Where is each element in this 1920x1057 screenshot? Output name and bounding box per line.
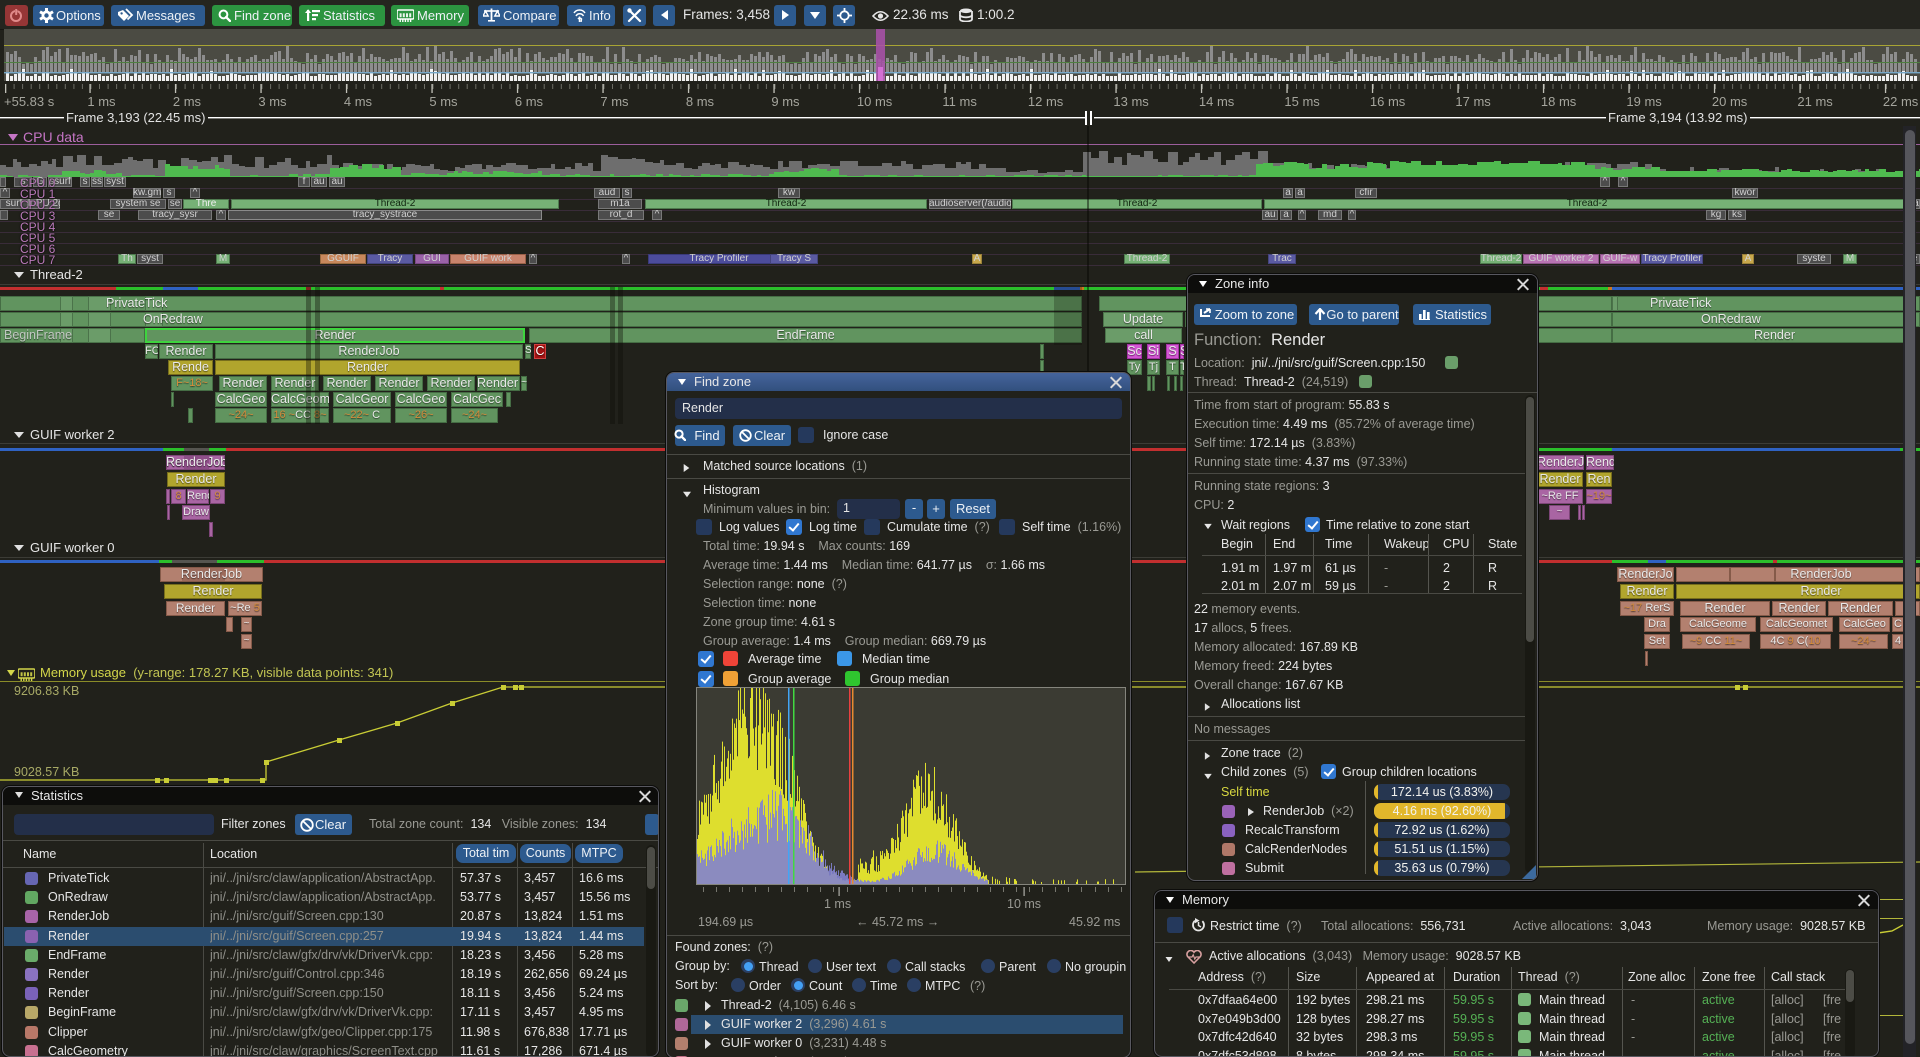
svg-text:14 ms: 14 ms (1199, 94, 1235, 109)
svg-text:18 ms: 18 ms (1541, 94, 1577, 109)
svg-text:+55.83 s: +55.83 s (4, 94, 55, 109)
svg-text:3 ms: 3 ms (258, 94, 287, 109)
svg-text:16 ms: 16 ms (1370, 94, 1406, 109)
svg-text:21 ms: 21 ms (1797, 94, 1833, 109)
svg-text:8 ms: 8 ms (686, 94, 715, 109)
svg-text:5 ms: 5 ms (429, 94, 458, 109)
svg-text:12 ms: 12 ms (1028, 94, 1064, 109)
svg-text:1 ms: 1 ms (87, 94, 116, 109)
svg-text:20 ms: 20 ms (1712, 94, 1748, 109)
svg-text:2 ms: 2 ms (173, 94, 202, 109)
svg-text:Frame 3,194 (13.92 ms): Frame 3,194 (13.92 ms) (1608, 110, 1747, 125)
svg-text:13 ms: 13 ms (1113, 94, 1149, 109)
svg-text:7 ms: 7 ms (600, 94, 629, 109)
svg-text:6 ms: 6 ms (515, 94, 544, 109)
svg-text:4 ms: 4 ms (344, 94, 373, 109)
svg-text:15 ms: 15 ms (1284, 94, 1320, 109)
svg-text:10 ms: 10 ms (857, 94, 893, 109)
svg-text:22 ms: 22 ms (1883, 94, 1919, 109)
svg-text:9 ms: 9 ms (771, 94, 800, 109)
svg-text:Frame 3,193 (22.45 ms): Frame 3,193 (22.45 ms) (66, 110, 205, 125)
svg-text:17 ms: 17 ms (1455, 94, 1491, 109)
svg-text:11 ms: 11 ms (942, 94, 977, 109)
svg-text:19 ms: 19 ms (1626, 94, 1662, 109)
